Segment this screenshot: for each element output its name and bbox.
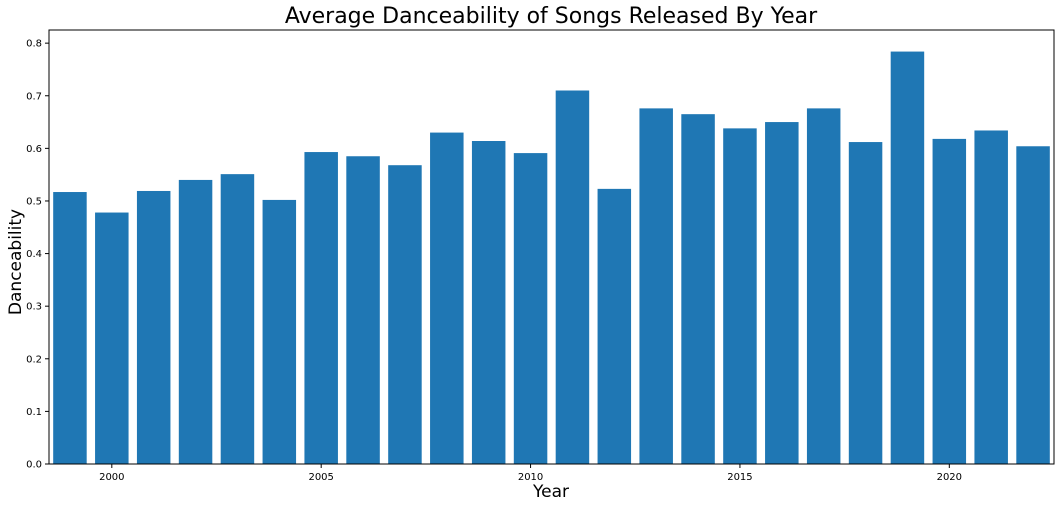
bar-2008 (430, 132, 464, 464)
x-axis: 2000 2005 2010 2015 2020 (99, 464, 962, 483)
x-tick-label: 2005 (308, 472, 333, 483)
bar-2016 (765, 122, 799, 464)
bar-2019 (890, 51, 925, 464)
bar-1999 (53, 192, 87, 464)
bars-group (53, 51, 1050, 465)
y-tick-label: 0.4 (26, 249, 42, 260)
bar-2014 (681, 114, 715, 465)
y-tick-label: 0.1 (26, 407, 42, 418)
bar-2022 (1016, 146, 1050, 464)
y-tick-label: 0.0 (26, 460, 42, 471)
y-axis: 0.0 0.1 0.2 0.3 0.4 0.5 0.6 0.7 0.8 (26, 39, 49, 471)
bar-2011 (555, 90, 590, 464)
y-tick-label: 0.6 (26, 144, 42, 155)
bar-2020 (932, 138, 967, 464)
bar-2012 (597, 188, 632, 464)
bar-2003 (220, 174, 255, 464)
bar-2005 (304, 152, 338, 465)
bar-2013 (639, 108, 673, 464)
bar-2004 (262, 199, 297, 465)
bar-2009 (471, 141, 506, 464)
plot-frame (48, 29, 1055, 465)
bar-2017 (806, 108, 841, 464)
y-tick-label: 0.5 (26, 196, 42, 207)
y-tick-label: 0.2 (26, 354, 42, 365)
bar-2000 (95, 212, 129, 464)
x-tick-label: 2020 (937, 472, 962, 483)
bar-2010 (513, 153, 548, 464)
y-axis-label: Danceability (6, 209, 26, 315)
bar-2006 (346, 156, 380, 464)
y-tick-label: 0.7 (26, 91, 42, 102)
bar-2001 (136, 190, 171, 464)
bar-2018 (848, 142, 883, 465)
bar-2002 (178, 179, 213, 464)
bar-2015 (723, 128, 757, 464)
x-axis-label: Year (532, 482, 569, 502)
y-tick-label: 0.3 (26, 302, 42, 313)
bar-2007 (388, 165, 422, 464)
y-tick-label: 0.8 (26, 39, 42, 50)
chart-title: Average Danceability of Songs Released B… (285, 4, 818, 29)
bar-2021 (974, 130, 1008, 465)
x-tick-label: 2010 (518, 472, 543, 483)
x-tick-label: 2000 (99, 472, 124, 483)
x-tick-label: 2015 (727, 472, 752, 483)
